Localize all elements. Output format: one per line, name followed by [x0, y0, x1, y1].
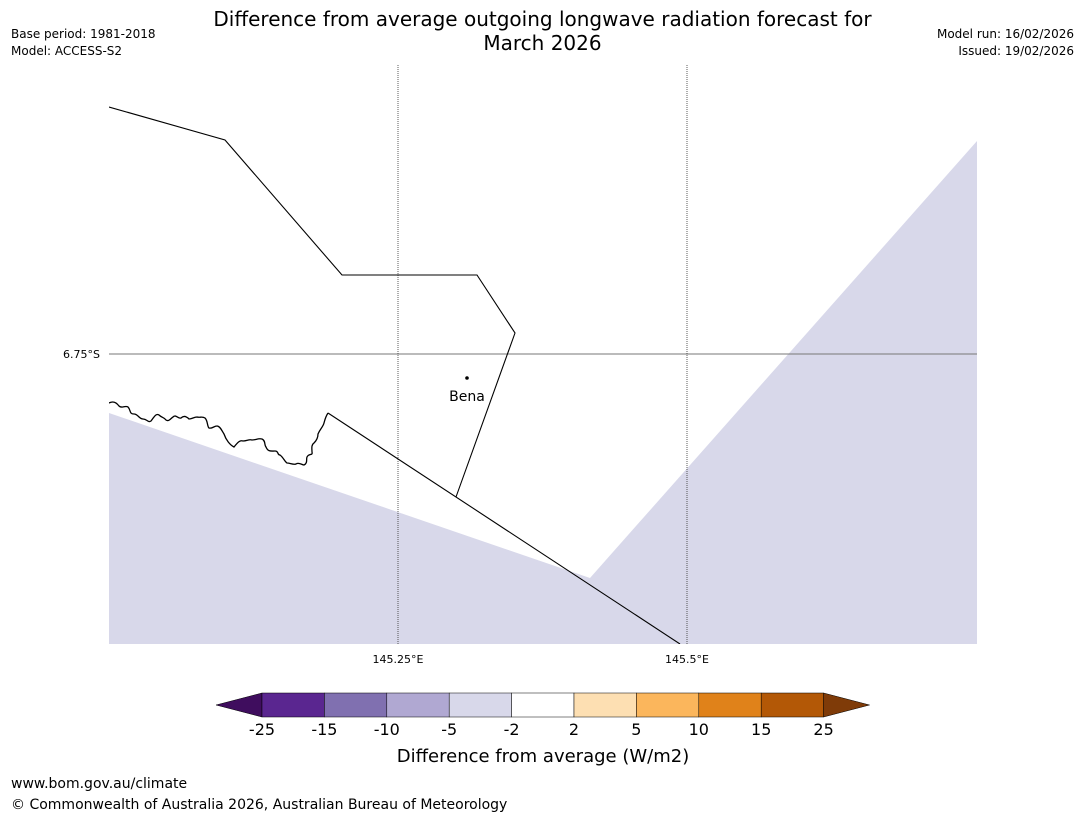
colorbar-cell: [760, 692, 824, 718]
map: Bena 6.75°S 145.25°E 145.5°E: [63, 65, 977, 666]
colorbar-cell: [698, 692, 762, 718]
colorbar-tick-label: 5: [631, 720, 641, 739]
colorbar: -25 -15 -10 -5 -2 2 5 10 15 25 Difference from av…: [215, 692, 871, 767]
base-period: Base period: 1981-2018: [11, 27, 156, 41]
coastline: [109, 401, 329, 466]
colorbar-tick-label: -15: [311, 720, 337, 739]
colorbar-tick-label: -2: [504, 720, 520, 739]
footer: www.bom.gov.au/climate © Commonwealth of…: [11, 774, 507, 816]
place-label-bena: Bena: [449, 389, 485, 405]
model-run: Model run: 16/02/2026: [936, 27, 1074, 41]
footer-url[interactable]: www.bom.gov.au/climate: [11, 776, 188, 792]
colorbar-cell: [573, 692, 637, 718]
colorbar-tick-label: 15: [751, 720, 771, 739]
colorbar-tick-label: 2: [569, 720, 579, 739]
colorbar-cell: [324, 692, 388, 718]
colorbar-ticks: -25 -15 -10 -5 -2 2 5 10 15 25: [249, 720, 834, 739]
footer-copyright: © Commonwealth of Australia 2026, Austra…: [11, 797, 508, 813]
title-line-2: March 2026: [483, 31, 602, 55]
colorbar-tick-label: -25: [249, 720, 275, 739]
colorbar-extend-high: [823, 692, 871, 718]
colorbar-tick-label: 25: [813, 720, 833, 739]
colorbar-extend-low: [215, 692, 263, 718]
colorbar-cell: [511, 692, 575, 718]
colorbar-label: Difference from average (W/m2): [397, 746, 689, 767]
title-line-1: Difference from average outgoing longwav…: [213, 7, 872, 31]
province-boundary-north: [109, 106, 516, 498]
shaded-anomaly-region: [109, 141, 977, 644]
meta-right: Model run: 16/02/2026 Issued: 19/02/2026: [937, 26, 1074, 60]
chart-title: Difference from average outgoing longwav…: [150, 7, 935, 55]
lat-label: 6.75°S: [63, 348, 100, 361]
colorbar-cell: [386, 692, 450, 718]
lon-label-2: 145.5°E: [665, 653, 709, 666]
lon-label-1: 145.25°E: [373, 653, 424, 666]
province-boundary-south: [327, 412, 681, 644]
colorbar-tick-label: 10: [689, 720, 709, 739]
colorbar-cell: [448, 692, 512, 718]
colorbar-tick-label: -5: [441, 720, 457, 739]
meta-left: Base period: 1981-2018 Model: ACCESS-S2: [11, 26, 156, 60]
colorbar-cell: [261, 692, 325, 718]
place-marker-bena: [465, 376, 469, 380]
colorbar-cell: [636, 692, 700, 718]
colorbar-tick-label: -10: [374, 720, 400, 739]
colorbar-cells: [215, 692, 871, 718]
issued-date: Issued: 19/02/2026: [958, 44, 1074, 58]
model-name: Model: ACCESS-S2: [11, 44, 123, 58]
